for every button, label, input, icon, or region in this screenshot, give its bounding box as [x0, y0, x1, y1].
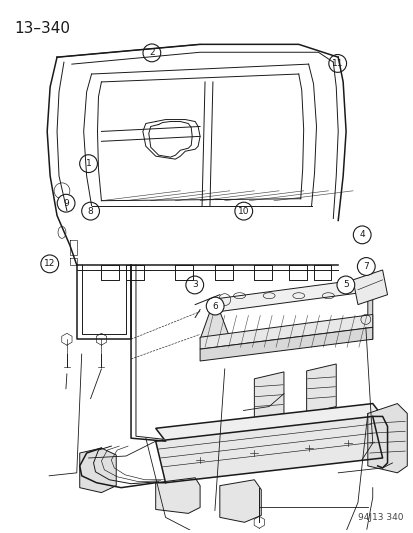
- Circle shape: [352, 226, 370, 244]
- Circle shape: [57, 195, 75, 212]
- Text: 6: 6: [212, 302, 218, 311]
- Circle shape: [206, 297, 223, 315]
- Circle shape: [185, 276, 203, 294]
- Polygon shape: [155, 416, 382, 483]
- Polygon shape: [306, 364, 335, 414]
- Polygon shape: [367, 403, 406, 473]
- Polygon shape: [219, 480, 261, 522]
- Circle shape: [81, 202, 99, 220]
- Polygon shape: [357, 280, 372, 339]
- Circle shape: [234, 202, 252, 220]
- Text: 94J13 340: 94J13 340: [357, 513, 402, 522]
- Polygon shape: [80, 448, 116, 492]
- Circle shape: [142, 44, 160, 62]
- Text: 10: 10: [237, 207, 249, 216]
- Circle shape: [41, 255, 59, 273]
- Polygon shape: [155, 403, 382, 441]
- Polygon shape: [209, 280, 367, 311]
- Text: 2: 2: [149, 49, 154, 58]
- Text: 8: 8: [88, 207, 93, 216]
- Text: 4: 4: [358, 230, 364, 239]
- Text: 12: 12: [44, 260, 55, 268]
- Text: 9: 9: [63, 199, 69, 208]
- Polygon shape: [199, 314, 372, 349]
- Circle shape: [79, 155, 97, 173]
- Circle shape: [336, 276, 354, 294]
- Polygon shape: [352, 270, 387, 304]
- Polygon shape: [199, 327, 372, 361]
- Polygon shape: [254, 372, 283, 421]
- Text: 7: 7: [363, 262, 368, 271]
- Text: 11: 11: [331, 59, 343, 68]
- Text: 3: 3: [191, 280, 197, 289]
- Text: 5: 5: [342, 280, 348, 289]
- Text: 1: 1: [85, 159, 91, 168]
- Circle shape: [328, 54, 346, 72]
- Polygon shape: [155, 478, 199, 513]
- Circle shape: [356, 257, 374, 276]
- Text: 13–340: 13–340: [14, 21, 71, 36]
- Polygon shape: [199, 311, 229, 339]
